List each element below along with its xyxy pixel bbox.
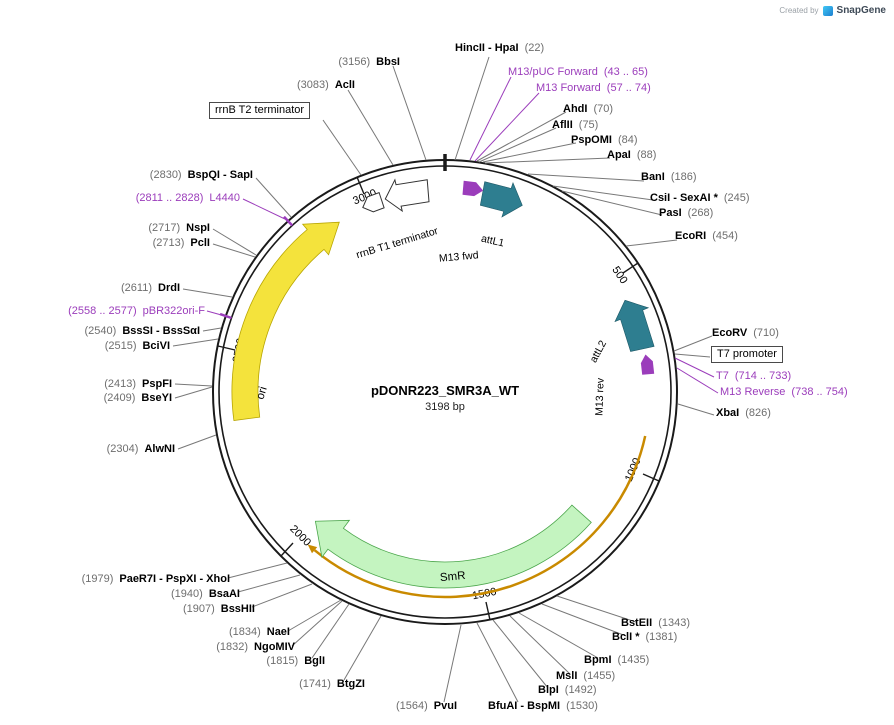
site-label-m13-puc-forward: M13/pUC Forward (43 .. 65) (508, 66, 648, 78)
site-label-pvui: (1564) PvuI (395, 700, 457, 712)
site-label-alwni: (2304) AlwNI (106, 443, 175, 455)
feature-label-attl1: attL1 (480, 233, 506, 250)
snapgene-logo-icon (822, 5, 833, 16)
cds-arc (313, 435, 647, 599)
site-label-bsshii: (1907) BssHII (182, 603, 255, 615)
feature-rrnb-t2-terminator (362, 191, 385, 213)
plasmid-backbone (212, 154, 678, 625)
feature-m13-fwd (462, 180, 484, 197)
site-label-csii-sexai: CsiI - SexAI * (245) (650, 192, 750, 204)
feature-ori (231, 221, 340, 421)
feature-label-m13-rev: M13 rev (593, 377, 606, 416)
site-label-msli: MslI (1455) (556, 670, 616, 682)
site-label-bseyi: (2409) BseYI (103, 392, 172, 404)
cds-arc-arrowhead (307, 544, 318, 554)
site-label-pspomi: PspOMI (84) (571, 134, 638, 146)
leader-lines (172, 56, 715, 703)
feature-label-rrnb-t1: rrnB T1 terminator (355, 225, 440, 261)
primer-leader-lines (206, 76, 719, 394)
plasmid-title-block: pDONR223_SMR3A_WT 3198 bp (371, 383, 519, 413)
tick-marks (217, 176, 660, 621)
feature-label-smr: SmR (439, 570, 466, 584)
site-label-bcivi: (2515) BciVI (104, 340, 170, 352)
site-label-naei: (1834) NaeI (228, 626, 290, 638)
site-label-bfuai-bspmi: BfuAI - BspMI (1530) (488, 700, 598, 712)
site-label-bgli: (1815) BglI (266, 655, 325, 667)
site-label-apai: ApaI (88) (607, 149, 657, 161)
features (231, 178, 655, 599)
feature-attl1 (479, 181, 523, 218)
site-label-bani: BanI (186) (641, 171, 697, 183)
site-label-m13-forward: M13 Forward (57 .. 74) (536, 82, 651, 94)
feature-m13-rev (640, 354, 655, 375)
site-label-nspi: (2717) NspI (148, 222, 210, 234)
site-label-bspqi-sapi: (2830) BspQI - SapI (149, 169, 253, 181)
site-label-bsteii: BstEII (1343) (621, 617, 690, 629)
site-label-ngomiv: (1832) NgoMIV (216, 641, 295, 653)
plasmid-size: 3198 bp (425, 401, 465, 413)
tick-label-1000: 1000 (623, 456, 644, 483)
site-label-drdi: (2611) DrdI (121, 282, 180, 294)
site-label-btgzi: (1741) BtgZI (299, 678, 365, 690)
plasmid-name: pDONR223_SMR3A_WT (370, 383, 520, 398)
site-label-bsaai: (1940) BsaAI (171, 588, 240, 600)
site-label-xbai: XbaI (826) (716, 407, 771, 419)
site-label-bcli: BclI * (1381) (612, 631, 678, 643)
feature-label-ori: ori (255, 385, 270, 401)
site-label-ecorv: EcoRV (710) (712, 327, 779, 339)
site-label-bsssi: (2540) BssSI - BssSαI (84, 325, 200, 337)
site-label-aflii: AflII (75) (552, 119, 599, 131)
watermark-brand: SnapGene (836, 5, 886, 16)
site-label-pbr322ori-f: (2558 .. 2577) pBR322ori-F (68, 305, 205, 317)
feature-attl2 (614, 299, 655, 352)
site-label-blpi: BlpI (1492) (538, 684, 597, 696)
feature-rrnb-t1-terminator (384, 178, 430, 213)
site-label-acli: (3083) AclI (297, 79, 355, 91)
snapgene-watermark: Created by SnapGene (779, 5, 886, 16)
site-label-t7-promoter: T7 promoter (711, 346, 783, 363)
tick-label-500: 500 (609, 264, 629, 286)
watermark-prefix: Created by (779, 6, 819, 15)
site-label-l4440: (2811 .. 2828) L4440 (135, 192, 240, 204)
site-label-ecori: EcoRI (454) (675, 230, 738, 242)
site-label-paer7i-pspxi-xhoi: (1979) PaeR7I - PspXI - XhoI (81, 573, 230, 585)
site-label-t7-primer: T7 (714 .. 733) (716, 370, 792, 382)
site-label-pspfi: (2413) PspFI (104, 378, 172, 390)
site-label-pasi: PasI (268) (659, 207, 714, 219)
feature-smr (314, 504, 592, 589)
site-label-ahdi: AhdI (70) (563, 103, 614, 115)
site-label-m13-reverse: M13 Reverse (738 .. 754) (720, 386, 848, 398)
site-label-bpmi: BpmI (1435) (584, 654, 650, 666)
feature-label-attl2: attL2 (588, 338, 610, 364)
site-label-hincii-hpai: HincII - HpaI (22) (455, 42, 545, 54)
feature-label-m13-fwd: M13 fwd (438, 249, 479, 264)
site-label-bbsi: (3156) BbsI (338, 56, 400, 68)
site-label-pcli: (2713) PclI (152, 237, 210, 249)
site-label-rrnb-t2-terminator: rrnB T2 terminator (209, 102, 311, 119)
